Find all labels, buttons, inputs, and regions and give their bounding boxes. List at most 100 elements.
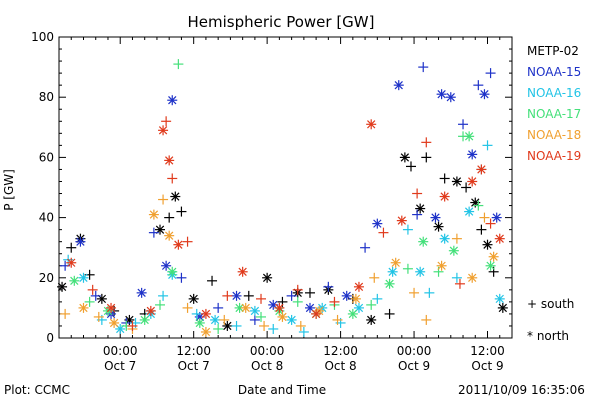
noaa-19-north-point xyxy=(311,308,322,319)
noaa-18-south-point xyxy=(182,302,193,313)
noaa-19-north-point xyxy=(164,155,175,166)
y-axis-label: P [GW] xyxy=(2,169,16,211)
plot-frame xyxy=(58,36,513,339)
metp-02-south-point xyxy=(176,206,187,217)
noaa-17-south-point xyxy=(366,299,377,310)
noaa-19-south-point xyxy=(292,284,303,295)
noaa-18-north-point xyxy=(436,260,447,271)
x-tick-time-label: 12:00 xyxy=(470,344,505,358)
noaa-19-north-point xyxy=(366,119,377,130)
noaa-16-north-point xyxy=(387,266,398,277)
noaa-15-south-point xyxy=(176,272,187,283)
noaa-18-north-point xyxy=(164,230,175,241)
noaa-15-north-point xyxy=(430,212,441,223)
noaa-15-south-point xyxy=(90,290,101,301)
noaa-17-north-point xyxy=(384,278,395,289)
legend-item-noaa-18: NOAA-18 xyxy=(527,128,582,142)
noaa-19-south-point xyxy=(222,290,233,301)
noaa-17-south-point xyxy=(402,263,413,274)
noaa-19-north-point xyxy=(66,257,77,268)
legend-item-metp-02: METP-02 xyxy=(527,44,579,58)
metp-02-south-point xyxy=(421,152,432,163)
metp-02-north-point xyxy=(188,293,199,304)
noaa-18-north-point xyxy=(488,251,499,262)
noaa-17-north-point xyxy=(69,275,80,286)
noaa-15-south-point xyxy=(360,242,371,253)
noaa-19-south-point xyxy=(378,227,389,238)
noaa-17-south-point xyxy=(256,311,267,322)
legend-item-noaa-17: NOAA-17 xyxy=(527,107,582,121)
noaa-16-north-point xyxy=(78,272,89,283)
noaa-18-south-point xyxy=(332,314,343,325)
noaa-15-south-point xyxy=(485,68,496,79)
noaa-19-south-point xyxy=(127,320,138,331)
x-tick-time-label: 12:00 xyxy=(323,344,358,358)
noaa-16-north-point xyxy=(415,266,426,277)
metp-02-south-point xyxy=(384,308,395,319)
x-tick-date-label: Oct 8 xyxy=(324,359,356,373)
metp-02-south-point xyxy=(207,275,218,286)
noaa-16-south-point xyxy=(298,326,309,337)
noaa-16-north-point xyxy=(249,305,260,316)
noaa-19-north-point xyxy=(439,191,450,202)
noaa-19-south-point xyxy=(421,137,432,148)
noaa-19-south-point xyxy=(485,218,496,229)
noaa-16-south-point xyxy=(402,224,413,235)
noaa-17-north-point xyxy=(194,317,205,328)
noaa-17-south-point xyxy=(473,200,484,211)
noaa-15-north-point xyxy=(491,212,502,223)
timestamp: 2011/10/09 16:35:06 xyxy=(458,383,585,397)
noaa-18-south-point xyxy=(369,272,380,283)
noaa-18-south-point xyxy=(60,308,71,319)
metp-02-south-point xyxy=(461,182,472,193)
metp-02-north-point xyxy=(497,302,508,313)
noaa-17-north-point xyxy=(448,245,459,256)
noaa-16-north-point xyxy=(494,293,505,304)
noaa-16-south-point xyxy=(268,323,279,334)
metp-02-south-point xyxy=(304,287,315,298)
y-tick-label: 20 xyxy=(39,271,54,285)
metp-02-south-point xyxy=(164,212,175,223)
noaa-16-north-point xyxy=(210,314,221,325)
noaa-15-south-point xyxy=(323,281,334,292)
noaa-15-south-point xyxy=(286,290,297,301)
noaa-16-north-point xyxy=(464,206,475,217)
x-tick-time-label: 00:00 xyxy=(103,344,138,358)
noaa-15-north-point xyxy=(75,236,86,247)
noaa-16-south-point xyxy=(451,272,462,283)
noaa-16-south-point xyxy=(424,287,435,298)
noaa-18-south-point xyxy=(409,287,420,298)
noaa-17-north-point xyxy=(485,260,496,271)
noaa-19-north-point xyxy=(173,239,184,250)
metp-02-north-point xyxy=(415,203,426,214)
noaa-19-south-point xyxy=(161,116,172,127)
noaa-16-south-point xyxy=(191,308,202,319)
noaa-19-south-point xyxy=(412,188,423,199)
noaa-18-north-point xyxy=(390,257,401,268)
y-tick-label: 80 xyxy=(39,90,54,104)
metp-02-north-point xyxy=(57,281,68,292)
noaa-15-south-point xyxy=(148,227,159,238)
metp-02-north-point xyxy=(451,176,462,187)
noaa-19-north-point xyxy=(476,164,487,175)
noaa-18-south-point xyxy=(158,194,169,205)
metp-02-south-point xyxy=(476,224,487,235)
marker-legend-south: + south xyxy=(527,297,575,311)
noaa-18-north-point xyxy=(467,272,478,283)
metp-02-north-point xyxy=(262,272,273,283)
noaa-17-north-point xyxy=(418,236,429,247)
metp-02-north-point xyxy=(433,221,444,232)
metp-02-south-point xyxy=(405,161,416,172)
legend-item-noaa-19: NOAA-19 xyxy=(527,149,582,163)
noaa-18-south-point xyxy=(295,320,306,331)
noaa-19-north-point xyxy=(200,308,211,319)
noaa-15-north-point xyxy=(479,89,490,100)
noaa-16-south-point xyxy=(158,290,169,301)
noaa-19-south-point xyxy=(87,284,98,295)
noaa-15-south-point xyxy=(249,314,260,325)
noaa-15-north-point xyxy=(393,80,404,91)
noaa-19-north-point xyxy=(274,302,285,313)
noaa-17-south-point xyxy=(213,323,224,334)
noaa-19-north-point xyxy=(145,305,156,316)
